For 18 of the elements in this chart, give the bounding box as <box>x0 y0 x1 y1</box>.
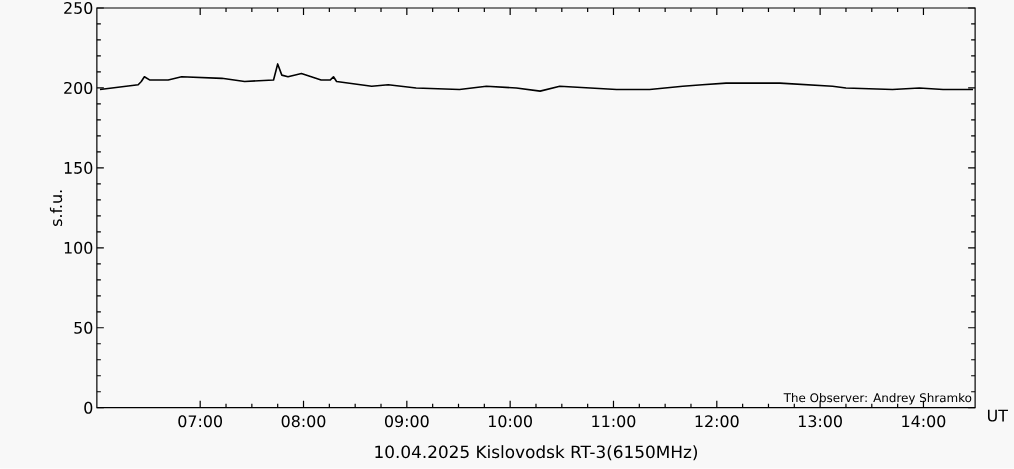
y-tick-label: 150 <box>64 162 93 175</box>
x-tick-label: 08:00 <box>281 415 326 428</box>
y-tick-label: 50 <box>74 322 93 335</box>
y-tick-label: 0 <box>84 401 93 414</box>
x-tick-label: 10:00 <box>489 415 532 428</box>
text: 10.04.2025 Kislovodsk RT-3(6150MHz) <box>375 445 698 461</box>
y-tick-label: 250 <box>64 2 93 15</box>
y-tick-label: 200 <box>64 82 93 95</box>
x-tick-label: 09:00 <box>384 415 429 428</box>
x-tick-label: 12:00 <box>695 415 739 428</box>
x-tick-label: 11:00 <box>592 415 636 428</box>
x-tick-label: 14:00 <box>902 415 946 428</box>
y-axis-title: s.f.u. <box>49 190 63 227</box>
x-tick-label: 07:00 <box>178 415 223 428</box>
y-tick-label: 100 <box>64 242 93 255</box>
x-tick-label: 13:00 <box>798 415 842 428</box>
x-axis-title: UT <box>987 410 1008 422</box>
annotation: The Observer: Andrey Shramko <box>783 393 972 405</box>
